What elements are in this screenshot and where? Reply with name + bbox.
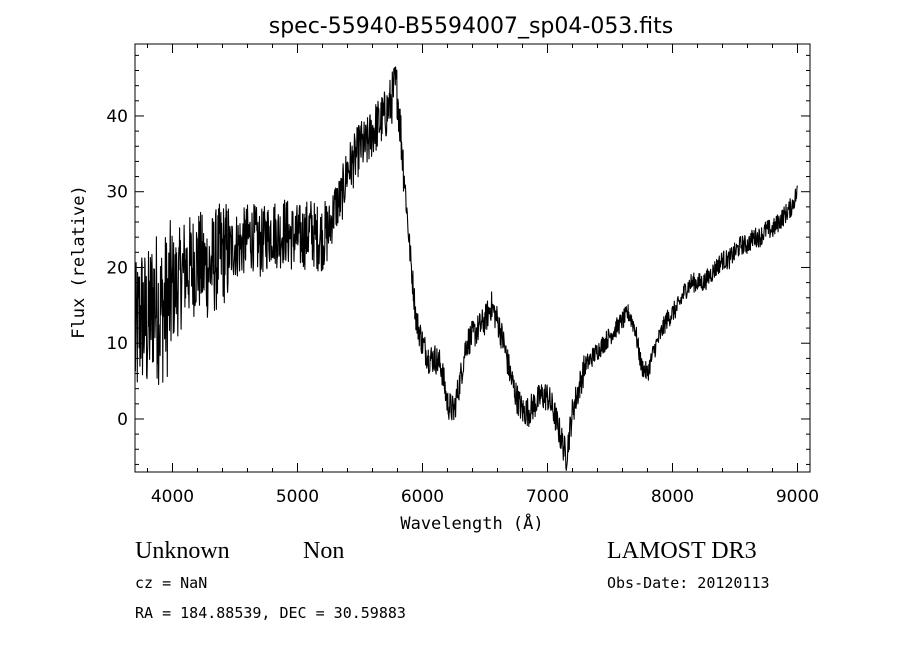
x-tick-label: 6000	[401, 487, 444, 507]
chart-title: spec-55940-B5594007_sp04-053.fits	[269, 14, 674, 39]
redshift-label: cz = NaN	[135, 574, 208, 592]
coords-label: RA = 184.88539, DEC = 30.59883	[135, 604, 406, 622]
y-tick-label: 10	[106, 334, 128, 354]
object-class-label: Unknown	[135, 538, 230, 564]
obs-date-label: Obs-Date: 20120113	[607, 574, 770, 592]
x-axis-label: Wavelength (Å)	[400, 512, 543, 534]
x-tick-label: 9000	[776, 487, 819, 507]
y-tick-label: 30	[106, 183, 128, 203]
axis-ticks	[135, 44, 810, 472]
x-tick-label: 7000	[526, 487, 569, 507]
y-tick-label: 0	[117, 410, 128, 430]
subclass-label: Non	[303, 538, 345, 564]
series-line-spectrum	[134, 66, 798, 471]
x-tick-label: 5000	[276, 487, 319, 507]
x-tick-label: 4000	[151, 487, 194, 507]
y-tick-label: 20	[106, 258, 128, 278]
survey-label: LAMOST DR3	[607, 538, 757, 564]
x-tick-label: 8000	[651, 487, 694, 507]
y-tick-label: 40	[106, 107, 128, 127]
y-axis-label: Flux (relative)	[69, 185, 89, 339]
axis-tick-labels: 4000 5000 6000 7000 8000 9000 0 10 20 30 40	[106, 107, 819, 507]
